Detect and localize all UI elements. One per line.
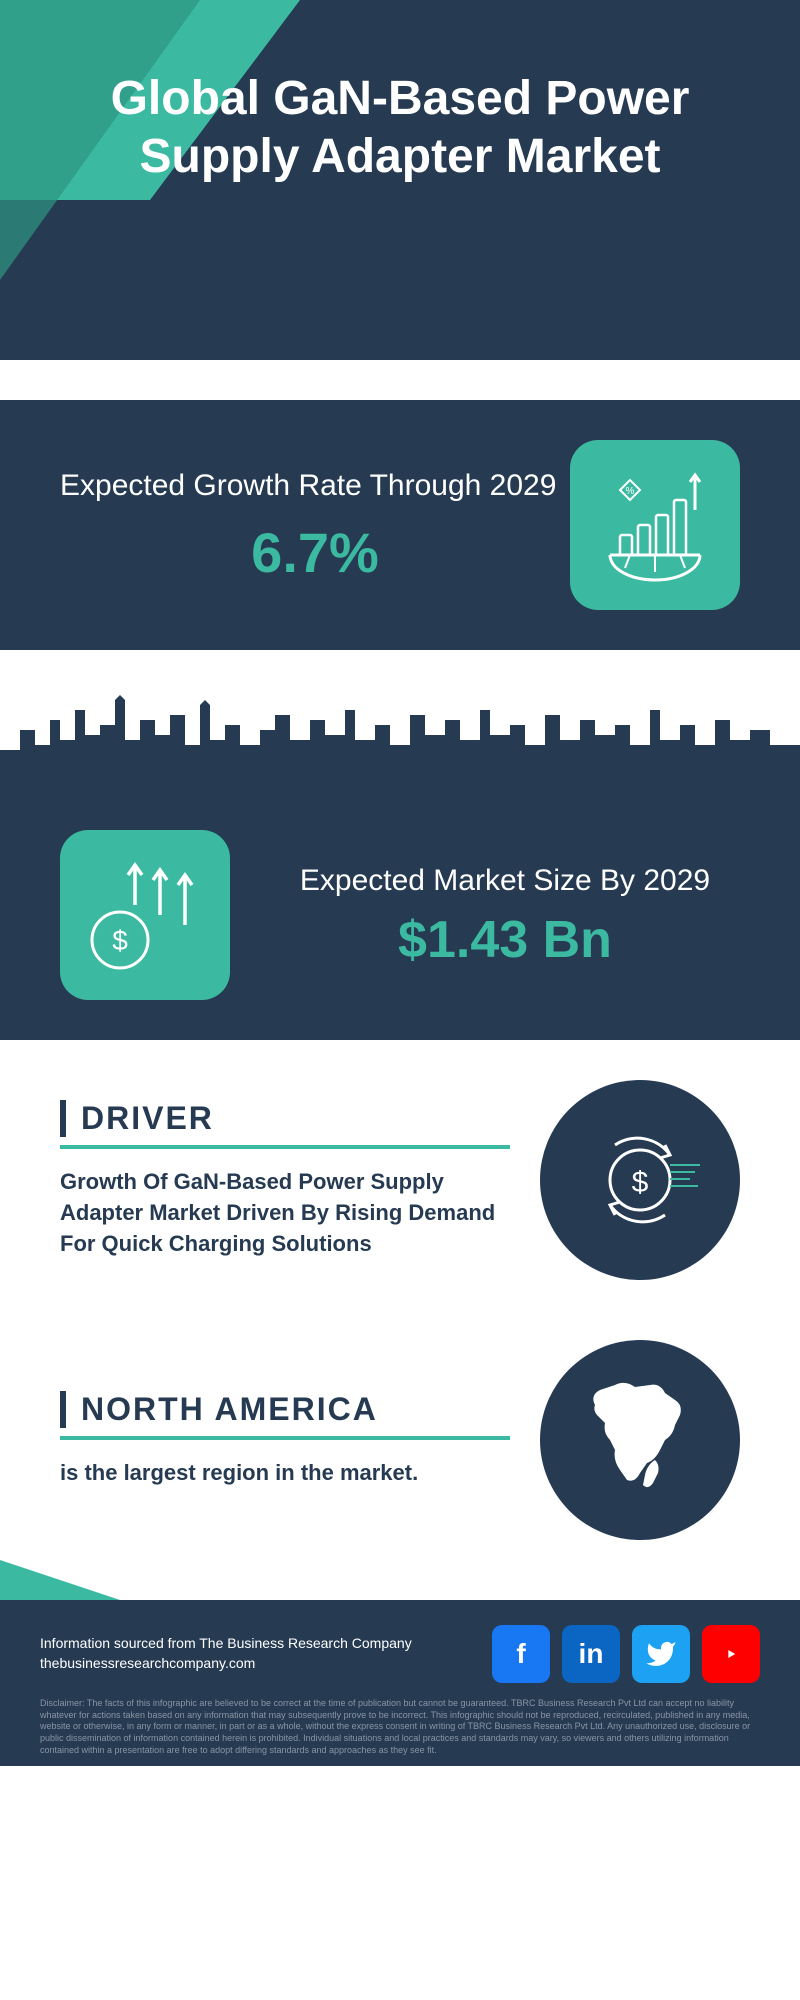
- footer: Information sourced from The Business Re…: [0, 1600, 800, 1766]
- driver-underline: [60, 1145, 510, 1149]
- dollar-cycle-icon: $: [540, 1080, 740, 1280]
- infographic-container: Global GaN-Based Power Supply Adapter Ma…: [0, 0, 800, 1766]
- region-section: NORTH AMERICA is the largest region in t…: [0, 1320, 800, 1600]
- dollar-arrows-up-icon: $: [60, 830, 230, 1000]
- region-title: NORTH AMERICA: [60, 1391, 510, 1428]
- twitter-icon[interactable]: [632, 1625, 690, 1683]
- growth-rate-value: 6.7%: [60, 520, 570, 585]
- driver-body: Growth Of GaN-Based Power Supply Adapter…: [60, 1167, 510, 1259]
- north-america-map-icon: [540, 1340, 740, 1540]
- footer-source-line1: Information sourced from The Business Re…: [40, 1634, 412, 1654]
- header: Global GaN-Based Power Supply Adapter Ma…: [0, 0, 800, 360]
- skyline-divider: [0, 650, 800, 790]
- driver-title: DRIVER: [60, 1100, 510, 1137]
- skyline-svg: [0, 690, 800, 790]
- social-icons-row: f in: [492, 1625, 760, 1683]
- region-underline: [60, 1436, 510, 1440]
- page-title: Global GaN-Based Power Supply Adapter Ma…: [0, 0, 800, 185]
- spacer: [0, 360, 800, 400]
- growth-rate-card: Expected Growth Rate Through 2029 6.7% %: [0, 400, 800, 650]
- growth-rate-text: Expected Growth Rate Through 2029 6.7%: [60, 466, 570, 585]
- region-text-block: NORTH AMERICA is the largest region in t…: [60, 1391, 510, 1489]
- disclaimer-text: Disclaimer: The facts of this infographi…: [40, 1698, 760, 1756]
- growth-globe-chart-icon: %: [570, 440, 740, 610]
- market-size-label: Expected Market Size By 2029: [270, 861, 740, 900]
- market-size-value: $1.43 Bn: [270, 910, 740, 970]
- facebook-icon[interactable]: f: [492, 1625, 550, 1683]
- dollar-cycle-svg: $: [570, 1110, 710, 1250]
- footer-top-row: Information sourced from The Business Re…: [40, 1625, 760, 1683]
- market-size-text: Expected Market Size By 2029 $1.43 Bn: [230, 861, 740, 970]
- driver-text-block: DRIVER Growth Of GaN-Based Power Supply …: [60, 1100, 510, 1259]
- svg-text:%: %: [626, 486, 635, 497]
- north-america-svg: [565, 1365, 715, 1515]
- svg-text:$: $: [112, 925, 128, 956]
- footer-source-line2: thebusinessresearchcompany.com: [40, 1654, 412, 1674]
- driver-section: DRIVER Growth Of GaN-Based Power Supply …: [0, 1040, 800, 1320]
- footer-source: Information sourced from The Business Re…: [40, 1634, 412, 1673]
- svg-text:$: $: [632, 1166, 649, 1199]
- growth-rate-label: Expected Growth Rate Through 2029: [60, 466, 570, 505]
- region-body: is the largest region in the market.: [60, 1458, 510, 1489]
- youtube-icon[interactable]: [702, 1625, 760, 1683]
- market-size-card: $ Expected Market Size By 2029 $1.43 Bn: [0, 790, 800, 1040]
- linkedin-icon[interactable]: in: [562, 1625, 620, 1683]
- growth-chart-svg: %: [590, 460, 720, 590]
- dollar-arrows-svg: $: [80, 850, 210, 980]
